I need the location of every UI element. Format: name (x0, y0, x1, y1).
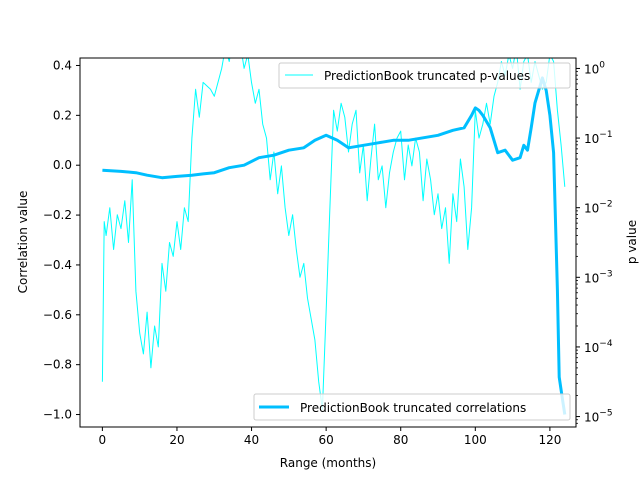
right-y-tick-label: 10−2 (584, 200, 613, 216)
x-tick-label: 20 (169, 433, 184, 447)
left-y-tick-label: −0.8 (43, 358, 72, 372)
legend-correlations: PredictionBook truncated correlations (253, 393, 571, 421)
right-y-tick-label: 10−3 (584, 269, 613, 285)
x-tick-label: 40 (244, 433, 259, 447)
x-tick-label: 60 (318, 433, 333, 447)
x-tick-label: 100 (464, 433, 487, 447)
plot-frame (79, 57, 577, 428)
left-y-tick-label: 0.0 (53, 158, 72, 172)
left-y-tick-label: −1.0 (43, 408, 72, 422)
right-y-tick-label: 10−1 (584, 130, 613, 146)
left-y-axis-label: Correlation value (16, 191, 30, 294)
series-layer (101, 58, 567, 415)
correlations-series-line (102, 76, 567, 415)
legend-p-values-label: PredictionBook truncated p-values (324, 69, 530, 83)
left-y-tick-label: −0.4 (43, 258, 72, 272)
legend-p-values-box (278, 62, 571, 89)
x-axis-label: Range (months) (280, 456, 376, 470)
legend-correlations-label: PredictionBook truncated correlations (300, 401, 526, 415)
left-y-tick-label: 0.2 (53, 108, 72, 122)
x-tick-label: 80 (393, 433, 408, 447)
left-y-axis-ticks: 0.4 0.2 0.0 −0.2 −0.4 −0.6 −0.8 −1.0 (43, 58, 80, 422)
right-y-tick-label: 10−4 (584, 339, 613, 355)
right-y-axis-ticks: 100 10−1 10−2 10−3 10−4 10−5 (576, 60, 613, 425)
right-y-tick-label: 100 (584, 60, 605, 76)
x-tick-label: 0 (99, 433, 107, 447)
left-y-tick-label: −0.2 (43, 208, 72, 222)
p-values-series-line (101, 58, 566, 411)
right-y-axis-label: p value (625, 220, 639, 264)
x-tick-label: 120 (538, 433, 561, 447)
left-y-tick-label: 0.4 (53, 58, 72, 72)
x-axis-ticks: 0 20 40 60 80 100 120 (99, 427, 561, 447)
legend-p-values: PredictionBook truncated p-values (278, 62, 571, 89)
legend-correlations-box (253, 393, 571, 421)
left-y-tick-label: −0.6 (43, 308, 72, 322)
right-y-tick-label: 10−5 (584, 409, 613, 425)
